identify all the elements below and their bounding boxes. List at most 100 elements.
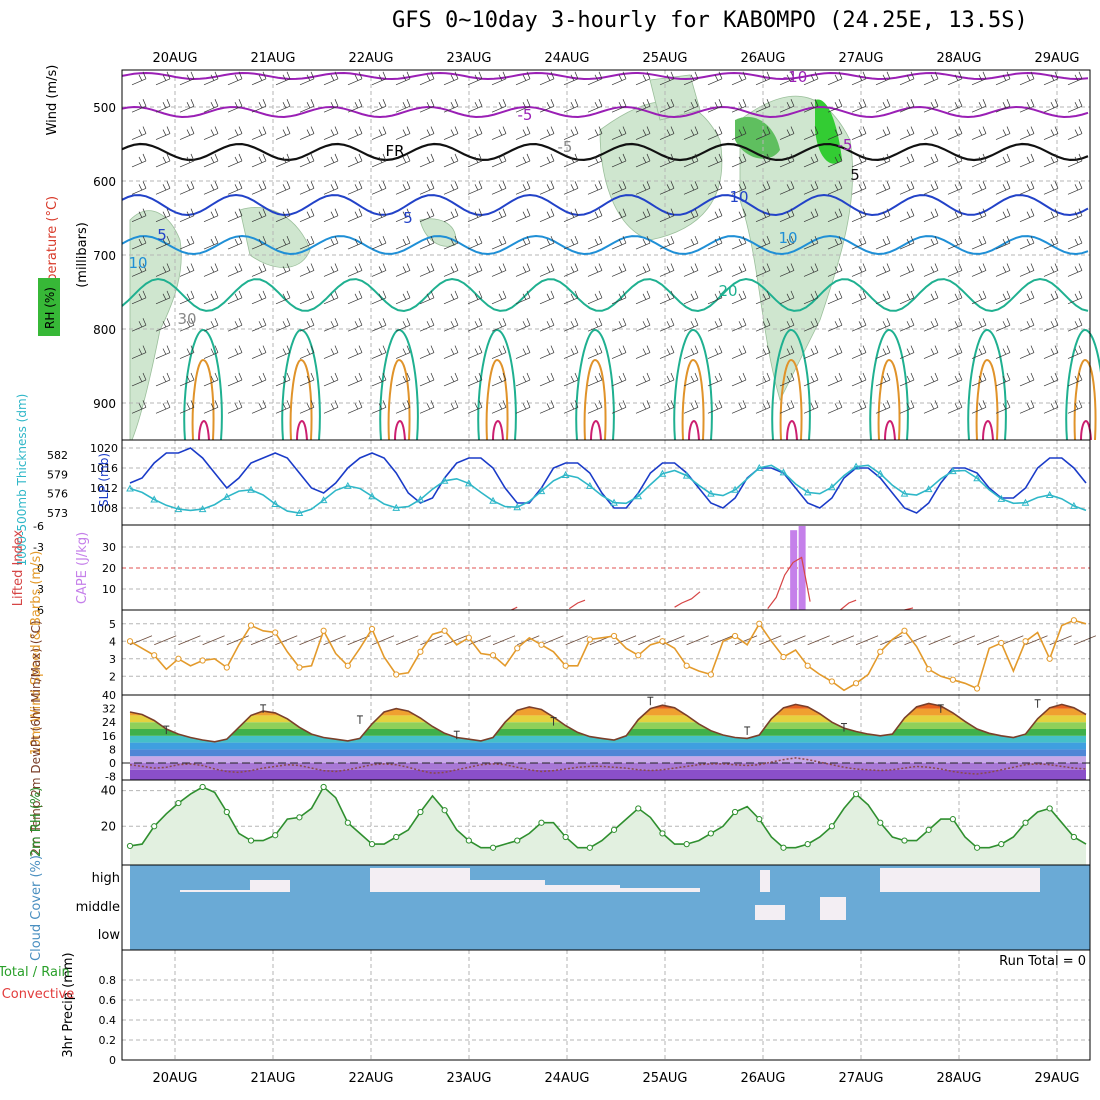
wind-barb bbox=[803, 318, 819, 332]
y-tick-label: 32 bbox=[102, 703, 116, 716]
wind-barb bbox=[611, 372, 627, 387]
contour-label: 10 bbox=[128, 254, 147, 272]
y-tick-label: 800 bbox=[93, 323, 116, 337]
wind-barb bbox=[875, 181, 891, 195]
wind-barb bbox=[731, 99, 747, 113]
wind-barb bbox=[827, 290, 843, 305]
wind-barb bbox=[707, 71, 723, 86]
contour-label: 5 bbox=[850, 166, 860, 184]
wind-barb bbox=[976, 635, 1000, 646]
wind-barb bbox=[371, 372, 387, 387]
wind-barb bbox=[803, 99, 819, 113]
wind-barb bbox=[155, 153, 171, 168]
data-point bbox=[852, 680, 860, 687]
x-tick-label-top: 23AUG bbox=[446, 51, 491, 66]
axis-label-lifted-index: Lifted Index bbox=[11, 529, 26, 606]
wind-barb bbox=[395, 400, 411, 414]
wind-barb bbox=[299, 290, 315, 305]
wind-barb bbox=[1043, 290, 1059, 305]
data-point bbox=[538, 819, 545, 826]
wind-barb bbox=[299, 153, 315, 168]
panel-labels: Temperature (°C)Wind (m/s)RH (%)(milliba… bbox=[0, 65, 111, 1058]
wind-barb bbox=[419, 71, 435, 86]
wind-barb bbox=[395, 345, 411, 359]
wind-barb bbox=[179, 318, 195, 332]
wind-barb bbox=[659, 208, 675, 223]
wind-barb bbox=[707, 181, 723, 195]
data-point bbox=[634, 492, 643, 500]
data-point bbox=[561, 470, 570, 478]
data-point bbox=[949, 676, 956, 683]
wind-barb bbox=[995, 290, 1011, 305]
wind-barb bbox=[347, 372, 363, 387]
wind-barb bbox=[827, 235, 843, 250]
wind-barb bbox=[299, 181, 315, 195]
wind-barb bbox=[755, 181, 771, 195]
wind-barb bbox=[395, 235, 411, 250]
axis-label-cape: CAPE (J/kg) bbox=[75, 532, 90, 604]
wind-barb bbox=[779, 181, 795, 195]
wind-barb bbox=[1019, 208, 1035, 223]
wind-barb bbox=[1025, 635, 1048, 646]
wind-barb bbox=[179, 345, 195, 359]
wind-barb bbox=[491, 99, 507, 113]
wind-barb bbox=[227, 71, 243, 86]
wind-barb bbox=[875, 99, 891, 113]
wind-barb bbox=[851, 126, 867, 140]
wind-barb bbox=[395, 318, 411, 332]
wind-barb bbox=[347, 345, 363, 359]
axis-label-slp: SLP (mb) bbox=[97, 453, 111, 507]
y-tick-label: 40 bbox=[102, 689, 116, 702]
wind-barb bbox=[275, 635, 298, 646]
wind-barb bbox=[275, 372, 291, 387]
y-tick-label: 5 bbox=[109, 618, 116, 631]
cloud-block bbox=[760, 870, 770, 892]
wind-barb bbox=[851, 372, 867, 387]
wind-barb bbox=[755, 126, 771, 140]
data-point bbox=[659, 638, 666, 645]
wind-barb bbox=[515, 126, 531, 140]
wind-barb bbox=[971, 345, 987, 359]
temperature-contour bbox=[869, 328, 909, 441]
rh-shading-region bbox=[129, 210, 182, 441]
wind-barb bbox=[587, 126, 603, 140]
wind-barb bbox=[611, 99, 627, 113]
wind-barb bbox=[299, 263, 315, 277]
y-tick-label: 6 bbox=[37, 604, 44, 617]
wind-barb bbox=[515, 99, 531, 113]
wind-barb bbox=[227, 99, 243, 113]
wind-barb bbox=[131, 318, 147, 332]
wind-barb bbox=[419, 372, 435, 387]
wind-barb bbox=[419, 153, 435, 168]
wind-barb bbox=[1043, 235, 1059, 250]
wind-barb bbox=[635, 290, 651, 305]
wind-barb bbox=[179, 290, 195, 305]
wind-barb bbox=[803, 372, 819, 387]
wind-barb bbox=[851, 235, 867, 250]
temperature-contour bbox=[786, 420, 798, 441]
wind-barb bbox=[154, 635, 177, 646]
wind-barb bbox=[179, 153, 195, 168]
wind-barb bbox=[827, 181, 843, 195]
wind-barb bbox=[275, 208, 291, 223]
precip-label-total-rain: Total / Rain bbox=[0, 965, 70, 980]
wind-barb bbox=[803, 71, 819, 86]
wind-barb bbox=[419, 235, 435, 250]
wind-barb bbox=[179, 235, 195, 250]
x-tick-label-top: 20AUG bbox=[152, 51, 197, 66]
wind-barb bbox=[371, 400, 387, 414]
data-point bbox=[707, 489, 715, 497]
temperature-contour bbox=[771, 328, 811, 441]
y-tick-label: 0 bbox=[109, 1054, 116, 1067]
wind-barb bbox=[1043, 153, 1059, 168]
temperature-band bbox=[130, 769, 1086, 780]
wind-barb bbox=[251, 181, 267, 195]
wind-barb bbox=[491, 345, 507, 359]
temperature-contour bbox=[183, 328, 223, 441]
y-tick-label: -6 bbox=[33, 520, 44, 533]
wind-barb bbox=[899, 318, 915, 332]
wind-barb bbox=[539, 372, 555, 387]
contour-label: 10 bbox=[778, 229, 797, 247]
wind-barb bbox=[779, 153, 795, 168]
wind-barb bbox=[227, 345, 243, 359]
